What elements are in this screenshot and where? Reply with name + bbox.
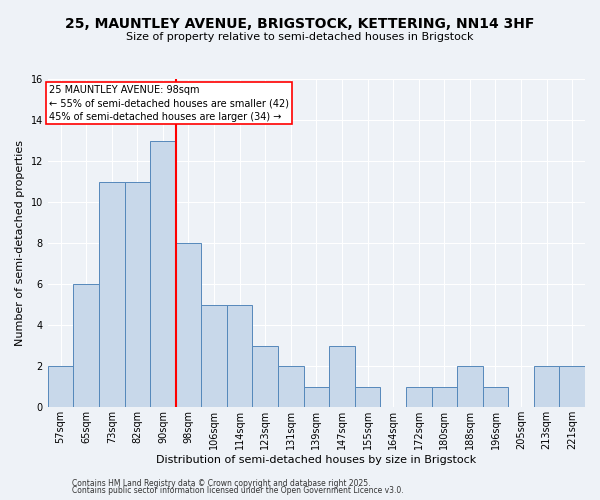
Bar — [253, 346, 278, 408]
Bar — [278, 366, 304, 408]
Y-axis label: Number of semi-detached properties: Number of semi-detached properties — [15, 140, 25, 346]
Bar — [125, 182, 150, 408]
Text: Contains HM Land Registry data © Crown copyright and database right 2025.: Contains HM Land Registry data © Crown c… — [72, 478, 371, 488]
Bar — [329, 346, 355, 408]
Text: Size of property relative to semi-detached houses in Brigstock: Size of property relative to semi-detach… — [126, 32, 474, 42]
Bar — [534, 366, 559, 408]
Bar — [482, 387, 508, 407]
Text: Contains public sector information licensed under the Open Government Licence v3: Contains public sector information licen… — [72, 486, 404, 495]
Bar — [48, 366, 73, 408]
X-axis label: Distribution of semi-detached houses by size in Brigstock: Distribution of semi-detached houses by … — [156, 455, 476, 465]
Text: 25, MAUNTLEY AVENUE, BRIGSTOCK, KETTERING, NN14 3HF: 25, MAUNTLEY AVENUE, BRIGSTOCK, KETTERIN… — [65, 18, 535, 32]
Bar — [176, 243, 201, 408]
Bar — [73, 284, 99, 408]
Bar — [150, 140, 176, 407]
Bar — [304, 387, 329, 407]
Bar — [227, 304, 253, 408]
Bar — [559, 366, 585, 408]
Bar — [99, 182, 125, 408]
Bar — [355, 387, 380, 407]
Bar — [406, 387, 431, 407]
Bar — [457, 366, 482, 408]
Bar — [201, 304, 227, 408]
Bar — [431, 387, 457, 407]
Text: 25 MAUNTLEY AVENUE: 98sqm
← 55% of semi-detached houses are smaller (42)
45% of : 25 MAUNTLEY AVENUE: 98sqm ← 55% of semi-… — [49, 85, 289, 122]
